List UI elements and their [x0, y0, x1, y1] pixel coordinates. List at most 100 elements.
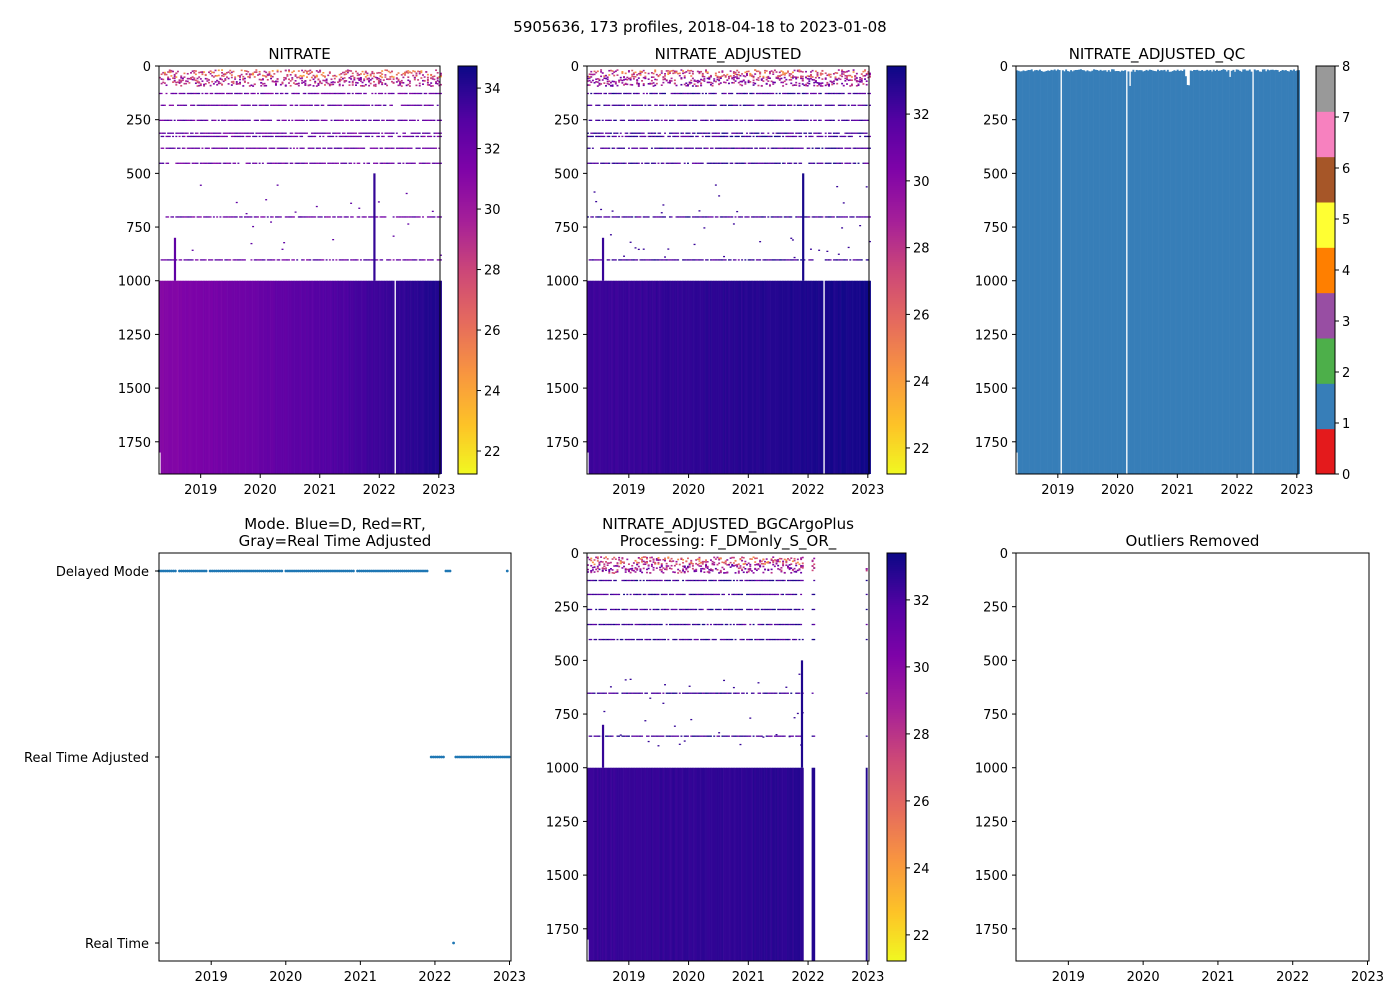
- sample-point: [820, 133, 822, 134]
- sample-point: [753, 80, 755, 82]
- sample-point: [648, 163, 650, 164]
- sample-point: [662, 82, 664, 84]
- sample-point: [228, 78, 230, 80]
- sample-point: [818, 77, 820, 79]
- sample-point: [738, 259, 740, 260]
- colorbar-gradient-step: [458, 70, 477, 72]
- sample-point: [833, 120, 835, 121]
- colorbar-tick-label: 28: [913, 242, 930, 257]
- colorbar-gradient-step: [887, 126, 906, 128]
- sample-point: [766, 70, 768, 72]
- colorbar-gradient-step: [887, 386, 906, 388]
- sample-point: [635, 247, 637, 248]
- sample-point: [769, 85, 771, 87]
- sample-point: [644, 76, 646, 78]
- colorbar-tick-label: 4: [1342, 264, 1350, 279]
- sample-point: [820, 105, 822, 106]
- sample-point: [396, 74, 398, 76]
- y-tick-label: 1500: [975, 382, 1008, 397]
- sample-point: [712, 216, 714, 217]
- sample-point: [170, 75, 172, 77]
- x-tick-label: 2022: [418, 970, 451, 985]
- sample-point: [409, 80, 411, 82]
- sample-point: [172, 105, 174, 106]
- sample-point: [368, 81, 370, 83]
- colorbar-gradient-step: [458, 438, 477, 440]
- sample-point: [643, 249, 645, 250]
- colorbar-gradient-step: [887, 464, 906, 466]
- colorbar-gradient-step: [887, 146, 906, 148]
- colorbar-gradient-step: [887, 84, 906, 86]
- sample-point: [322, 72, 324, 74]
- sample-point: [404, 74, 406, 76]
- sample-point: [644, 78, 646, 80]
- sample-point: [360, 93, 362, 94]
- colorbar-gradient-step: [887, 224, 906, 226]
- sample-point: [252, 85, 254, 87]
- colorbar-gradient-step: [458, 308, 477, 310]
- sample-point: [415, 72, 417, 74]
- sample-point: [213, 72, 215, 74]
- sample-point: [322, 136, 324, 137]
- sample-point: [298, 83, 300, 85]
- sample-point: [685, 71, 687, 73]
- sample-point: [205, 83, 207, 85]
- colorbar-gradient-step: [458, 238, 477, 240]
- colorbar-gradient-step: [458, 200, 477, 202]
- sample-point: [170, 120, 172, 121]
- colorbar-gradient-step: [458, 142, 477, 144]
- sample-point: [833, 80, 835, 82]
- sample-point: [759, 72, 761, 74]
- colorbar-gradient-step: [458, 356, 477, 358]
- sample-point: [270, 221, 272, 222]
- colorbar-gradient-step: [458, 96, 477, 98]
- sample-point: [784, 105, 786, 106]
- sample-point: [730, 75, 732, 77]
- colorbar-gradient-step: [887, 316, 906, 318]
- colorbar-gradient-step: [887, 408, 906, 410]
- colorbar-gradient-step: [458, 74, 477, 76]
- sample-point: [411, 148, 413, 149]
- sample-point: [280, 71, 282, 73]
- sample-point: [731, 216, 733, 217]
- sample-point: [712, 83, 714, 85]
- sample-point: [219, 133, 221, 134]
- sample-point: [659, 74, 661, 76]
- sample-point: [833, 105, 835, 106]
- sample-point: [172, 133, 174, 134]
- sample-point: [815, 70, 817, 72]
- colorbar-gradient-step: [458, 262, 477, 264]
- sample-point: [758, 79, 760, 81]
- colorbar-gradient-step: [887, 222, 906, 224]
- sample-point: [285, 120, 287, 121]
- sample-point: [301, 70, 303, 72]
- sample-point: [608, 105, 610, 106]
- sample-point: [368, 105, 370, 106]
- sample-point: [846, 259, 848, 260]
- colorbar-gradient-step: [458, 470, 477, 472]
- sample-point: [264, 83, 266, 85]
- colorbar-gradient-step: [458, 388, 477, 390]
- sample-point: [762, 76, 764, 78]
- sample-point: [741, 259, 743, 260]
- colorbar-gradient-step: [458, 410, 477, 412]
- colorbar-gradient-step: [887, 96, 906, 98]
- sample-point: [669, 72, 671, 74]
- sample-point: [848, 105, 850, 106]
- colorbar-gradient-step: [887, 434, 906, 436]
- colorbar-gradient-step: [458, 408, 477, 410]
- colorbar-gradient-step: [887, 150, 906, 152]
- x-tick-label: 2023: [1280, 483, 1313, 498]
- colorbar-gradient-step: [887, 174, 906, 176]
- colorbar-gradient-step: [887, 366, 906, 368]
- sample-point: [409, 82, 411, 84]
- sample-point: [664, 256, 666, 257]
- sample-point: [262, 78, 264, 80]
- colorbar-gradient-step: [887, 76, 906, 78]
- colorbar-gradient-step: [458, 86, 477, 88]
- colorbar-gradient-step: [887, 410, 906, 412]
- sample-point: [805, 136, 807, 137]
- sample-point: [815, 93, 817, 94]
- sample-point: [589, 148, 591, 149]
